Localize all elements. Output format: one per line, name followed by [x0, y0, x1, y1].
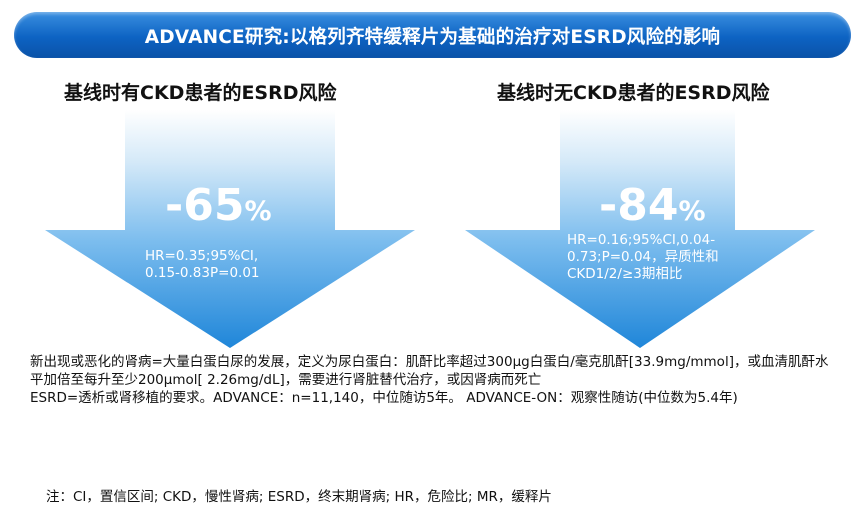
title-banner: ADVANCE研究:以格列齐特缓释片为基础的治疗对ESRD风险的影响	[14, 12, 851, 58]
notes-block: 新出现或恶化的肾病=大量白蛋白尿的发展，定义为尿白蛋白：肌酐比率超过300μg白…	[30, 353, 830, 407]
left-down-arrow	[45, 110, 415, 348]
left-risk-reduction: -65%	[165, 184, 272, 234]
nephropathy-definition: 新出现或恶化的肾病=大量白蛋白尿的发展，定义为尿白蛋白：肌酐比率超过300μg白…	[30, 354, 829, 388]
abbreviation-footnote: 注：CI，置信区间; CKD，慢性肾病; ESRD，终末期肾病; HR，危险比;…	[46, 489, 552, 505]
esrd-definition: ESRD=透析或肾移植的要求。ADVANCE：n=11,140，中位随访5年。 …	[30, 390, 738, 406]
panel-right-heading: 基线时无CKD患者的ESRD风险	[497, 82, 770, 104]
right-risk-unit: %	[678, 196, 706, 227]
right-hr-stats: HR=0.16;95%CI,0.04-0.73;P=0.04，异质性和CKD1/…	[567, 232, 719, 282]
left-hr-stats: HR=0.35;95%CI, 0.15-0.83P=0.01	[145, 248, 260, 281]
left-risk-unit: %	[244, 196, 272, 227]
left-risk-value: -65	[165, 180, 245, 231]
right-down-arrow	[465, 110, 815, 348]
panel-left-heading: 基线时有CKD患者的ESRD风险	[64, 82, 337, 104]
right-risk-reduction: -84%	[599, 184, 706, 234]
banner-title: ADVANCE研究:以格列齐特缓释片为基础的治疗对ESRD风险的影响	[144, 27, 721, 48]
right-risk-value: -84	[599, 180, 679, 231]
